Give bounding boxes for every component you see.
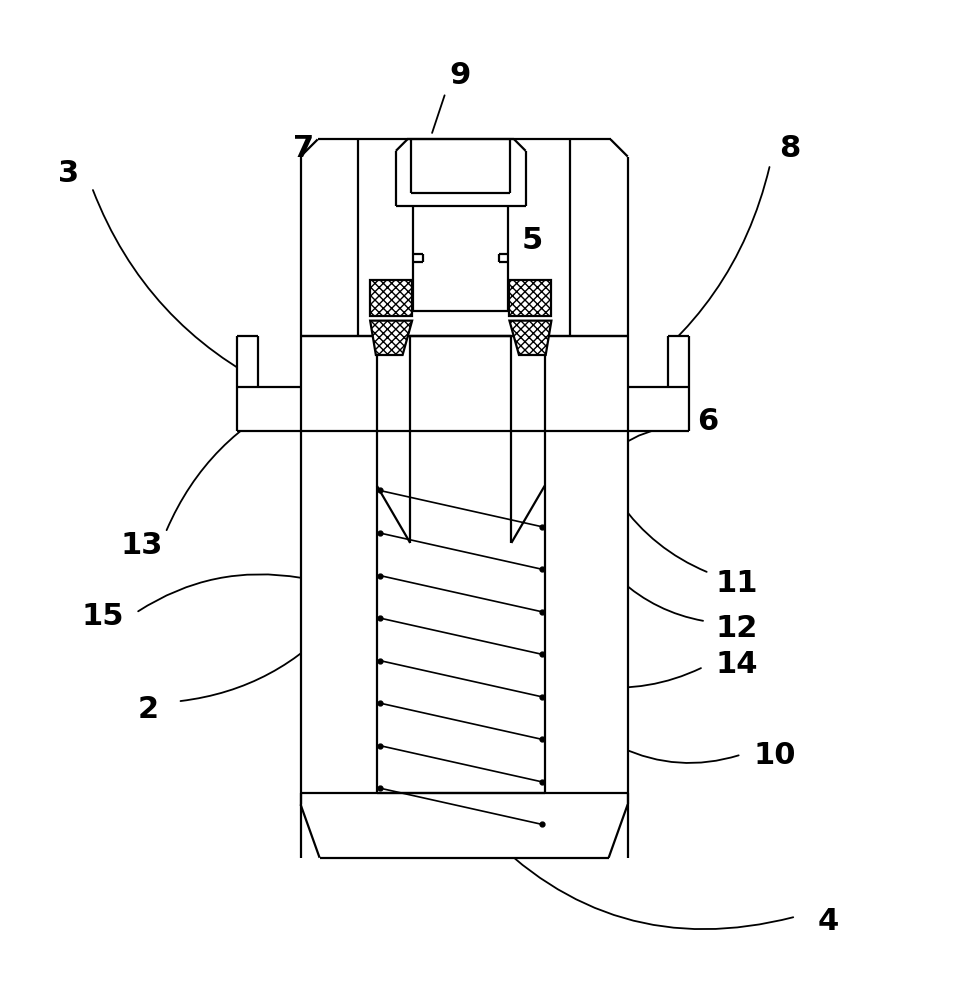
Text: 4: 4 <box>817 907 838 936</box>
Polygon shape <box>300 793 375 858</box>
Bar <box>257 336 667 431</box>
Text: 5: 5 <box>521 226 542 255</box>
Text: 14: 14 <box>715 650 757 679</box>
Text: 15: 15 <box>82 602 124 631</box>
Bar <box>370 280 412 316</box>
Bar <box>509 280 551 316</box>
Text: 2: 2 <box>137 695 158 724</box>
Text: 8: 8 <box>779 134 800 163</box>
Text: 12: 12 <box>715 614 757 643</box>
Polygon shape <box>553 793 627 858</box>
Bar <box>357 336 570 858</box>
Polygon shape <box>236 336 300 431</box>
Bar <box>357 139 570 336</box>
Polygon shape <box>627 336 688 431</box>
Bar <box>570 157 627 336</box>
Text: 7: 7 <box>293 134 314 163</box>
Bar <box>300 336 357 858</box>
Text: 9: 9 <box>449 61 470 90</box>
Bar <box>300 157 357 336</box>
Polygon shape <box>509 321 551 355</box>
Text: 10: 10 <box>753 741 795 770</box>
Polygon shape <box>370 321 412 355</box>
Text: 6: 6 <box>697 407 718 436</box>
Text: 3: 3 <box>58 159 79 188</box>
Bar <box>570 336 627 858</box>
Text: 11: 11 <box>715 569 757 598</box>
Polygon shape <box>570 139 627 157</box>
Polygon shape <box>300 139 357 157</box>
Text: 13: 13 <box>120 531 162 560</box>
